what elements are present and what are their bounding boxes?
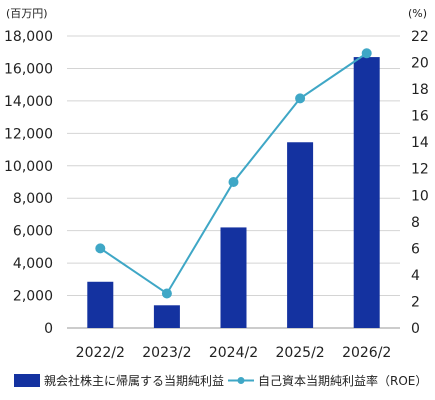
legend: 親会社株主に帰属する当期純利益 自己資本当期純利益率（ROE） bbox=[14, 373, 427, 388]
bar-2023-2 bbox=[153, 305, 180, 328]
right-tick-label: 4 bbox=[411, 268, 420, 284]
roe-point-2024-2 bbox=[228, 177, 239, 187]
legend-bar-label: 親会社株主に帰属する当期純利益 bbox=[44, 373, 224, 388]
left-tick-label: 6,000 bbox=[13, 224, 53, 240]
legend-line-marker bbox=[237, 377, 245, 384]
right-tick-label: 12 bbox=[411, 162, 429, 178]
bar-2024-2 bbox=[220, 227, 247, 328]
left-tick-label: 2,000 bbox=[13, 289, 53, 305]
left-tick-label: 0 bbox=[44, 321, 53, 337]
right-tick-label: 6 bbox=[411, 241, 420, 257]
right-tick-label: 10 bbox=[411, 188, 429, 204]
left-axis-unit: (百万円) bbox=[6, 7, 48, 20]
right-tick-label: 8 bbox=[411, 215, 420, 231]
legend-bar-swatch bbox=[14, 374, 40, 387]
roe-point-2026-2 bbox=[361, 48, 372, 59]
roe-point-2023-2 bbox=[161, 288, 172, 299]
right-tick-label: 18 bbox=[411, 82, 429, 98]
left-tick-label: 12,000 bbox=[4, 126, 53, 142]
category-label: 2022/2 bbox=[76, 345, 125, 361]
left-tick-label: 16,000 bbox=[4, 61, 53, 77]
category-label: 2026/2 bbox=[342, 345, 391, 361]
left-tick-label: 14,000 bbox=[4, 94, 53, 110]
right-tick-label: 22 bbox=[411, 29, 429, 45]
bar-series bbox=[87, 57, 380, 328]
roe-point-2022-2 bbox=[95, 243, 106, 254]
category-label: 2025/2 bbox=[275, 345, 324, 361]
right-tick-label: 2 bbox=[411, 294, 420, 310]
left-tick-label: 18,000 bbox=[4, 29, 53, 45]
bar-2026-2 bbox=[353, 57, 380, 328]
roe-point-2025-2 bbox=[295, 93, 306, 104]
bar-2025-2 bbox=[287, 142, 314, 328]
left-tick-label: 4,000 bbox=[13, 256, 53, 272]
left-axis-ticks: 0 2,000 4,000 6,000 8,000 10,000 12,000 14,000 1… bbox=[4, 29, 53, 337]
right-axis-unit: (%) bbox=[408, 7, 427, 20]
left-tick-label: 8,000 bbox=[13, 191, 53, 207]
bar-2022-2 bbox=[87, 281, 114, 328]
right-axis-ticks: 0 2 4 6 8 10 12 14 16 18 20 22 bbox=[411, 29, 429, 337]
right-tick-label: 14 bbox=[411, 135, 429, 151]
left-tick-label: 10,000 bbox=[4, 159, 53, 175]
legend-line-label: 自己資本当期純利益率（ROE） bbox=[258, 373, 427, 388]
category-label: 2023/2 bbox=[142, 345, 191, 361]
right-tick-label: 20 bbox=[411, 56, 429, 72]
category-label: 2024/2 bbox=[209, 345, 258, 361]
category-labels: 2022/2 2023/2 2024/2 2025/2 2026/2 bbox=[76, 345, 392, 361]
right-tick-label: 16 bbox=[411, 109, 429, 125]
line-series bbox=[95, 48, 372, 299]
right-tick-label: 0 bbox=[411, 321, 420, 337]
